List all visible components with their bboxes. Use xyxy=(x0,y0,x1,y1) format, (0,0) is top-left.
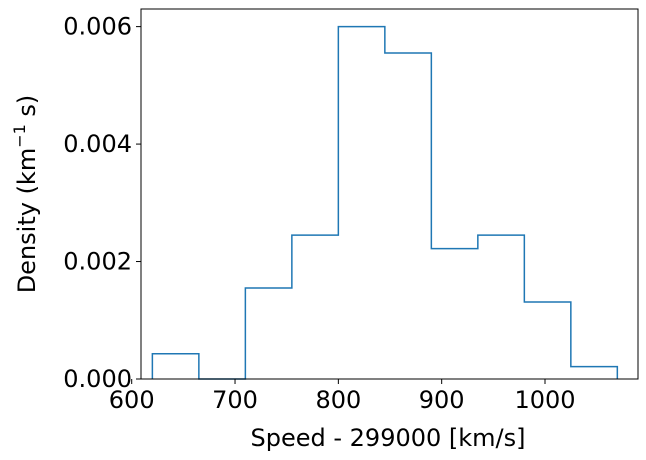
histogram-bin xyxy=(524,302,570,379)
y-tick-label: 0.002 xyxy=(63,248,132,276)
axes-frame xyxy=(140,8,639,380)
y-axis-ticks: 0.000 0.002 0.004 0.006 xyxy=(63,13,141,393)
histogram-bin xyxy=(571,367,617,379)
histogram-bin xyxy=(385,53,431,379)
y-axis-label: Density (km−1 s) xyxy=(10,95,41,294)
x-tick-label: 1000 xyxy=(514,386,575,414)
y-axis-label-superscript: −1 xyxy=(10,124,29,148)
x-tick-label: 700 xyxy=(212,386,258,414)
y-axis-label-suffix: s) xyxy=(13,95,41,125)
x-tick-label: 900 xyxy=(419,386,465,414)
histogram-bin xyxy=(245,288,291,379)
y-tick-label: 0.006 xyxy=(63,13,132,41)
y-tick-label: 0.004 xyxy=(63,130,132,158)
x-tick-label: 800 xyxy=(315,386,361,414)
histogram-bin xyxy=(292,235,338,379)
x-axis-ticks: 600 700 800 900 1000 xyxy=(109,379,576,414)
histogram-bin xyxy=(478,235,524,379)
histogram-step-line xyxy=(151,25,619,380)
plot-area xyxy=(140,8,639,380)
y-axis-label-main: Density (km xyxy=(13,148,41,294)
x-tick-label: 600 xyxy=(109,386,155,414)
histogram-bin xyxy=(431,249,477,379)
y-tick-label: 0.000 xyxy=(63,365,132,393)
histogram-bin xyxy=(152,354,198,379)
histogram-bin xyxy=(338,27,384,379)
x-axis-label: Speed - 299000 [km/s] xyxy=(251,424,526,452)
